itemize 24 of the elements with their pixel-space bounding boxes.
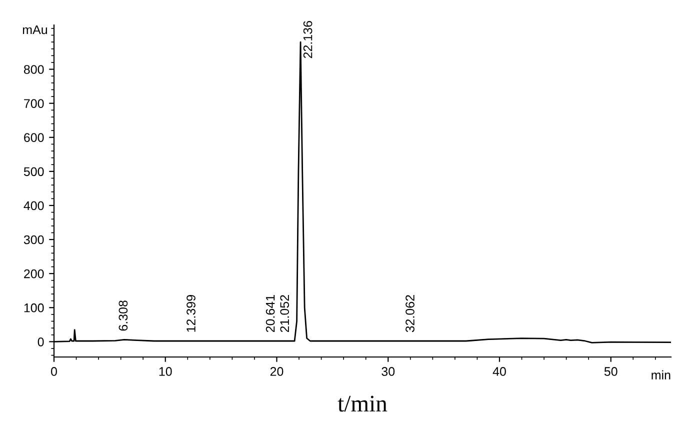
annotation: 20.641 (266, 295, 275, 332)
text: min (652, 370, 670, 380)
y-tick-label: 600 (24, 133, 44, 142)
annotation: 21.052 (280, 295, 290, 332)
x-tick-label: 20 (270, 367, 284, 376)
y-axis-title: mAu (22, 25, 47, 34)
annotation: 6.308 (118, 300, 128, 331)
y-tick-label: 700 (24, 99, 44, 108)
annotation: 22.136 (303, 21, 312, 58)
y-tick-label: 500 (24, 167, 44, 176)
y-tick-label: 100 (24, 303, 44, 312)
y-tick-label: 800 (24, 65, 44, 74)
x-tick-label: 50 (604, 367, 618, 376)
y-tick-label: 400 (24, 201, 44, 210)
y-tick-label: 0 (38, 337, 44, 346)
x-axis-title: t/min (338, 396, 388, 412)
annotation: 12.399 (186, 295, 196, 332)
annotation: 32.062 (406, 295, 414, 332)
x-tick-label: 10 (159, 367, 172, 376)
y-tick-label: 200 (24, 269, 44, 278)
x-tick-label: 0 (51, 367, 57, 376)
x-tick-label: 30 (382, 367, 395, 376)
y-tick-label: 300 (24, 235, 44, 244)
x-tick-label: 40 (492, 367, 506, 376)
